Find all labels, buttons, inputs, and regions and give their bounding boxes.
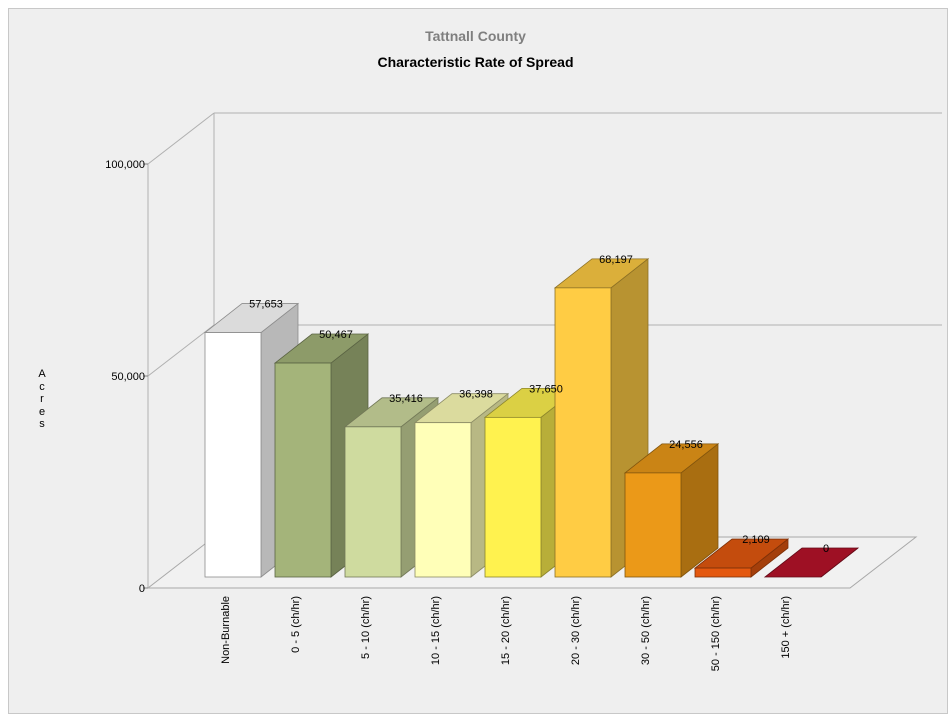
bar-front [624,472,682,578]
bar [553,258,650,578]
chart-title: Tattnall County [425,28,526,44]
value-label: 35,416 [389,393,423,405]
bar [693,538,790,578]
value-label: 24,556 [669,439,703,451]
y-tick-label: 50,000 [111,371,145,383]
x-tick-label: 20 - 30 (ch/hr) [570,596,582,665]
value-label: 68,197 [599,254,633,266]
x-tick-label: 15 - 20 (ch/hr) [500,596,512,665]
x-tick-label: 50 - 150 (ch/hr) [710,596,722,671]
bar-front [694,567,752,578]
value-label: 37,650 [529,383,563,395]
x-axis-ticks: Non-Burnable 0 - 5 (ch/hr) 5 - 10 (ch/hr) 1… [220,596,792,671]
bar [623,443,720,578]
gridline-side [147,324,215,377]
bar-front [344,426,402,578]
y-tick-label: 0 [139,583,145,595]
x-tick-label: 30 - 50 (ch/hr) [640,596,652,665]
chart-frame [8,8,948,714]
value-label: 36,398 [459,389,493,401]
value-label: 57,653 [249,299,283,311]
x-tick-label: 5 - 10 (ch/hr) [360,596,372,659]
y-axis-ticks: 0 50,000 100,000 [105,159,148,595]
y-axis-label: A c r e s [38,368,46,430]
bar-front [554,287,612,578]
value-label: 2,109 [742,534,770,546]
bar-front [414,422,472,578]
value-label: 50,467 [319,329,353,341]
x-tick-label: Non-Burnable [220,596,232,664]
y-tick-label: 100,000 [105,159,145,171]
x-tick-label: 150 + (ch/hr) [780,596,792,659]
x-tick-label: 0 - 5 (ch/hr) [290,596,302,653]
value-labels: 57,653 50,467 35,416 36,398 37,650 68,197 24,5… [249,254,829,555]
chart-subtitle: Characteristic Rate of Spread [377,54,574,70]
bar-front [204,332,262,578]
x-tick-label: 10 - 15 (ch/hr) [430,596,442,665]
bar-top [763,547,860,578]
bar-front [484,416,542,578]
value-label: 0 [823,543,829,555]
bar-front [274,362,332,578]
gridline-side [147,112,215,165]
bar [763,547,860,578]
bars [203,258,860,578]
